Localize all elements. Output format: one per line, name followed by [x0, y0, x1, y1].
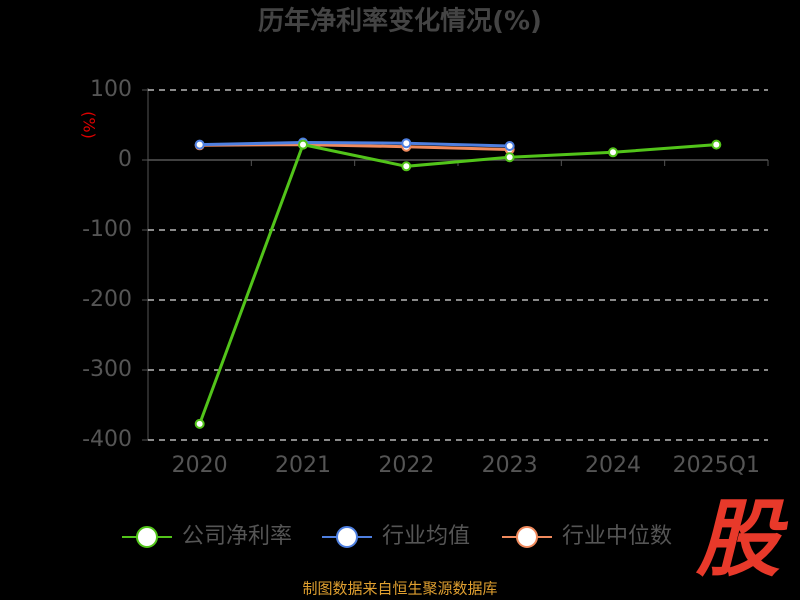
x-tick-label: 2021 — [275, 453, 331, 478]
legend-label: 行业均值 — [382, 524, 470, 549]
legend-label: 公司净利率 — [182, 524, 292, 549]
legend-marker — [336, 526, 358, 548]
data-point — [194, 418, 205, 429]
data-point — [504, 152, 515, 163]
footer: 制图数据来自恒生聚源数据库 — [302, 580, 497, 598]
data-point — [401, 138, 412, 149]
y-tick-label: 0 — [118, 147, 132, 172]
y-tick-label: -100 — [82, 217, 132, 242]
series-line — [198, 142, 717, 425]
y-tick-label: 100 — [90, 77, 132, 102]
x-tick-label: 2024 — [585, 453, 641, 478]
legend-label: 行业中位数 — [562, 524, 672, 549]
series-line — [199, 140, 510, 148]
y-tick-label: -300 — [82, 357, 132, 382]
data-point — [608, 147, 618, 158]
y-tick-label: -400 — [82, 427, 132, 452]
x-tick-label: 2023 — [482, 453, 538, 478]
legend-marker — [516, 526, 538, 548]
data-point — [401, 161, 412, 172]
data-point — [194, 139, 205, 150]
legend-marker — [136, 526, 158, 548]
data-point — [711, 139, 722, 150]
data-point — [504, 141, 515, 151]
logo: 股 — [695, 490, 789, 588]
chart-title: 历年净利率变化情况(%) — [258, 6, 542, 37]
x-tick-label: 2025Q1 — [673, 453, 760, 478]
y-tick-label: -200 — [82, 287, 132, 312]
y-axis-label: (%) — [80, 111, 99, 139]
x-tick-label: 2022 — [378, 453, 434, 478]
x-tick-label: 2020 — [172, 453, 228, 478]
data-point — [298, 139, 308, 150]
